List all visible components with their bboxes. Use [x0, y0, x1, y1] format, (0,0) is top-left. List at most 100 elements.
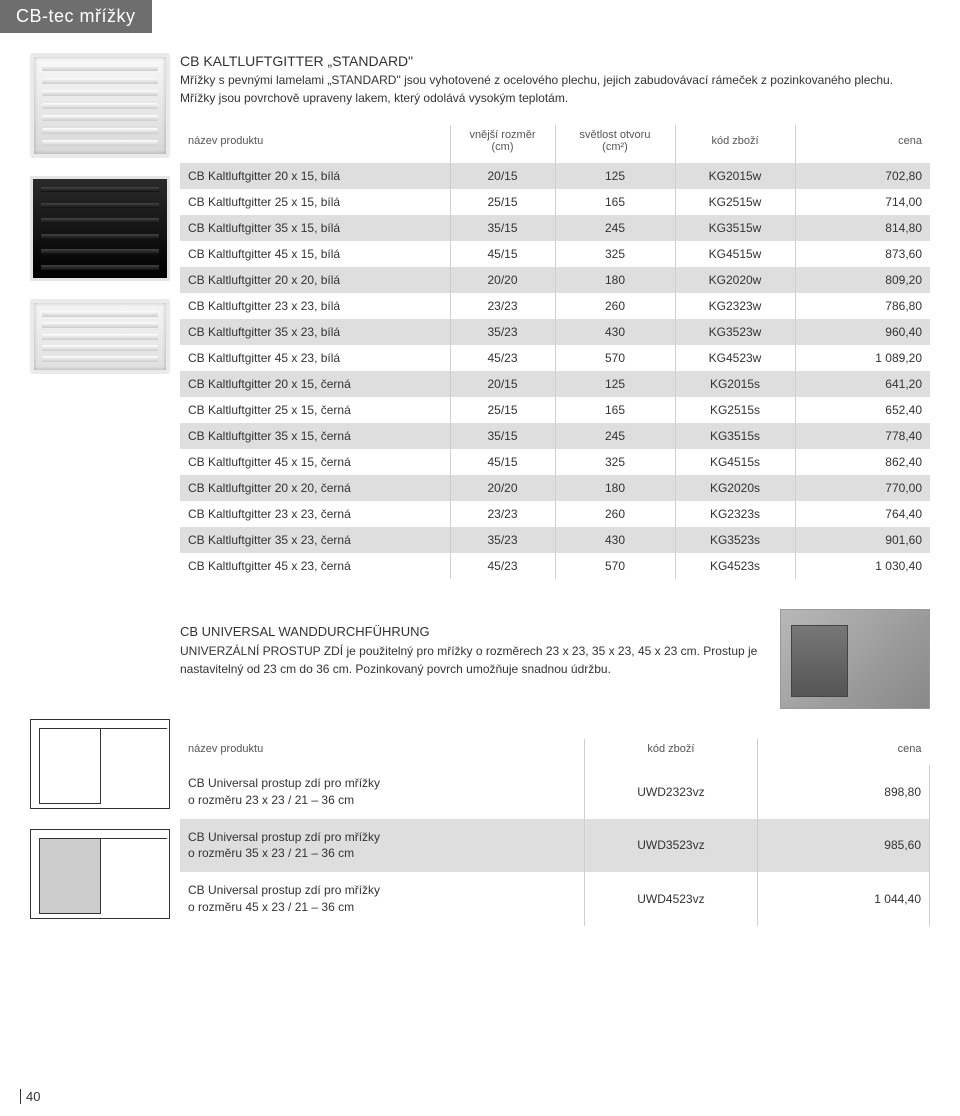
cell-price: 898,80 — [757, 765, 929, 819]
table-row: CB Kaltluftgitter 23 x 23, bílá23/23260K… — [180, 293, 930, 319]
col-price: cena — [795, 125, 930, 163]
table-row: CB Kaltluftgitter 45 x 23, bílá45/23570K… — [180, 345, 930, 371]
col2-name: název produktu — [180, 739, 585, 765]
cell-code: KG4523s — [675, 553, 795, 579]
cell-name: CB Universal prostup zdí pro mřížky o ro… — [180, 765, 585, 819]
cell-dim: 35/15 — [450, 423, 555, 449]
table-row: CB Kaltluftgitter 35 x 23, bílá35/23430K… — [180, 319, 930, 345]
section2-desc: CB UNIVERSAL WANDDURCHFÜHRUNG UNIVERZÁLN… — [180, 622, 760, 678]
cell-dim: 35/23 — [450, 527, 555, 553]
cell-opening: 180 — [555, 267, 675, 293]
cell-opening: 430 — [555, 319, 675, 345]
cell-dim: 20/20 — [450, 267, 555, 293]
col-dim: vnější rozměr (cm) — [450, 125, 555, 163]
cell-name: CB Kaltluftgitter 45 x 23, bílá — [180, 345, 450, 371]
table-row: CB Universal prostup zdí pro mřížky o ro… — [180, 819, 930, 873]
duct-outline-1 — [30, 719, 170, 809]
cell-code: KG3523s — [675, 527, 795, 553]
cell-opening: 325 — [555, 241, 675, 267]
table-row: CB Kaltluftgitter 25 x 15, bílá25/15165K… — [180, 189, 930, 215]
cell-price: 985,60 — [757, 819, 929, 873]
cell-name: CB Kaltluftgitter 35 x 23, bílá — [180, 319, 450, 345]
cell-dim: 45/15 — [450, 449, 555, 475]
cell-opening: 570 — [555, 345, 675, 371]
cell-name: CB Kaltluftgitter 45 x 15, černá — [180, 449, 450, 475]
cell-opening: 260 — [555, 501, 675, 527]
cell-price: 1 044,40 — [757, 872, 929, 926]
cell-code: UWD3523vz — [585, 819, 757, 873]
cell-name: CB Kaltluftgitter 35 x 23, černá — [180, 527, 450, 553]
cell-code: KG4515w — [675, 241, 795, 267]
cell-name: CB Kaltluftgitter 23 x 23, černá — [180, 501, 450, 527]
table-row: CB Kaltluftgitter 45 x 15, černá45/15325… — [180, 449, 930, 475]
cell-name: CB Universal prostup zdí pro mřížky o ro… — [180, 819, 585, 873]
cell-name: CB Kaltluftgitter 45 x 15, bílá — [180, 241, 450, 267]
table-row: CB Kaltluftgitter 35 x 15, černá35/15245… — [180, 423, 930, 449]
cell-opening: 125 — [555, 371, 675, 397]
cell-opening: 165 — [555, 397, 675, 423]
cell-name: CB Kaltluftgitter 25 x 15, bílá — [180, 189, 450, 215]
section1-subtitle: Mřížky s pevnými lamelami „STANDARD" — [180, 73, 401, 87]
cell-price: 786,80 — [795, 293, 930, 319]
section2-images-col — [30, 609, 180, 939]
cell-dim: 23/23 — [450, 293, 555, 319]
cell-opening: 125 — [555, 163, 675, 189]
table-row: CB Kaltluftgitter 20 x 15, černá20/15125… — [180, 371, 930, 397]
table-row: CB Universal prostup zdí pro mřížky o ro… — [180, 872, 930, 926]
cell-code: UWD4523vz — [585, 872, 757, 926]
duct-outline-2 — [30, 829, 170, 919]
duct-photo — [780, 609, 930, 709]
cell-price: 702,80 — [795, 163, 930, 189]
cell-code: KG3515w — [675, 215, 795, 241]
products-table: název produktu vnější rozměr (cm) světlo… — [180, 125, 930, 579]
grille-white-image — [30, 53, 170, 158]
cell-name: CB Kaltluftgitter 20 x 20, černá — [180, 475, 450, 501]
table-row: CB Kaltluftgitter 45 x 23, černá45/23570… — [180, 553, 930, 579]
section2-subtitle: UNIVERZÁLNÍ PROSTUP ZDÍ — [180, 644, 343, 658]
cell-name: CB Kaltluftgitter 25 x 15, černá — [180, 397, 450, 423]
cell-code: UWD2323vz — [585, 765, 757, 819]
page-tab: CB-tec mřížky — [0, 0, 152, 33]
cell-opening: 430 — [555, 527, 675, 553]
table-row: CB Kaltluftgitter 23 x 23, černá23/23260… — [180, 501, 930, 527]
cell-code: KG2323s — [675, 501, 795, 527]
table-row: CB Kaltluftgitter 35 x 15, bílá35/15245K… — [180, 215, 930, 241]
cell-price: 652,40 — [795, 397, 930, 423]
cell-dim: 20/20 — [450, 475, 555, 501]
cell-price: 1 089,20 — [795, 345, 930, 371]
section-1: CB KALTLUFTGITTER „STANDARD" Mřížky s pe… — [0, 33, 960, 579]
cell-price: 901,60 — [795, 527, 930, 553]
col-opening: světlost otvoru (cm²) — [555, 125, 675, 163]
section1-title: CB KALTLUFTGITTER „STANDARD" — [180, 53, 930, 69]
section-2: CB UNIVERSAL WANDDURCHFÜHRUNG UNIVERZÁLN… — [0, 579, 960, 939]
product-images-col — [30, 53, 180, 579]
cell-name: CB Kaltluftgitter 20 x 15, bílá — [180, 163, 450, 189]
section1-desc: Mřížky s pevnými lamelami „STANDARD" jso… — [180, 71, 930, 107]
col-name: název produktu — [180, 125, 450, 163]
cell-code: KG2020w — [675, 267, 795, 293]
table-row: CB Kaltluftgitter 45 x 15, bílá45/15325K… — [180, 241, 930, 267]
cell-opening: 180 — [555, 475, 675, 501]
cell-name: CB Kaltluftgitter 20 x 15, černá — [180, 371, 450, 397]
cell-price: 714,00 — [795, 189, 930, 215]
table-row: CB Kaltluftgitter 20 x 20, černá20/20180… — [180, 475, 930, 501]
cell-opening: 260 — [555, 293, 675, 319]
cell-name: CB Kaltluftgitter 35 x 15, černá — [180, 423, 450, 449]
grille-black-image — [30, 176, 170, 281]
cell-code: KG2015w — [675, 163, 795, 189]
cell-price: 1 030,40 — [795, 553, 930, 579]
cell-dim: 20/15 — [450, 371, 555, 397]
cell-code: KG4523w — [675, 345, 795, 371]
table-row: CB Universal prostup zdí pro mřížky o ro… — [180, 765, 930, 819]
cell-opening: 245 — [555, 423, 675, 449]
cell-code: KG2015s — [675, 371, 795, 397]
cell-name: CB Universal prostup zdí pro mřížky o ro… — [180, 872, 585, 926]
table-row: CB Kaltluftgitter 35 x 23, černá35/23430… — [180, 527, 930, 553]
col2-price: cena — [757, 739, 929, 765]
cell-code: KG4515s — [675, 449, 795, 475]
cell-opening: 165 — [555, 189, 675, 215]
cell-dim: 45/23 — [450, 345, 555, 371]
cell-price: 764,40 — [795, 501, 930, 527]
cell-code: KG3523w — [675, 319, 795, 345]
table-row: CB Kaltluftgitter 25 x 15, černá25/15165… — [180, 397, 930, 423]
